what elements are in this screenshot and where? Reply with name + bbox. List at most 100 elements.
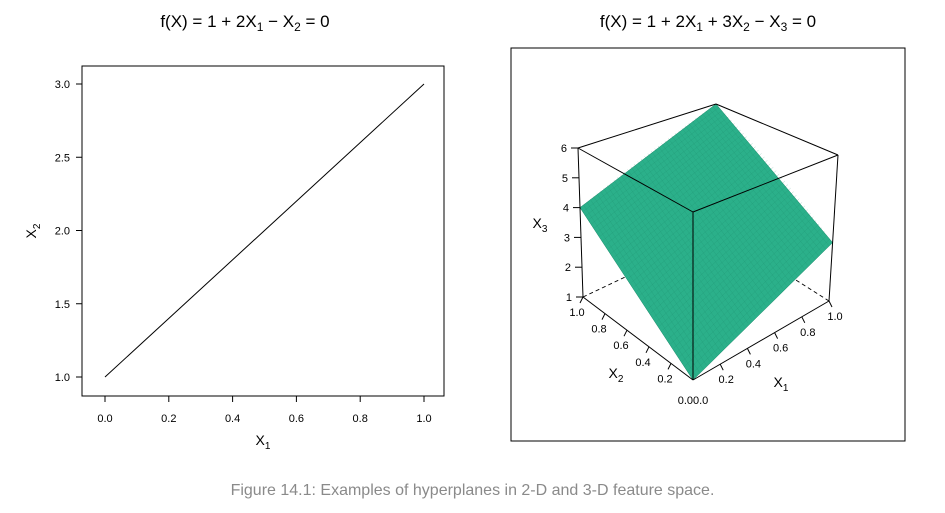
hyperplane-mesh-line <box>588 113 726 220</box>
hyperplane-mesh-line <box>662 202 803 331</box>
chart-2d-ytick-label: 2.5 <box>55 152 70 164</box>
hyperplane-mesh-line <box>628 160 768 279</box>
hyperplane-mesh-line <box>661 143 777 296</box>
chart-3d-x1-tick-label: 1.0 <box>827 311 842 323</box>
chart-3d-x1-tick-label: 0.8 <box>800 327 815 339</box>
hyperplane-mesh-line <box>668 138 784 289</box>
hyperplane-mesh-line <box>627 169 742 331</box>
chart-2d-ytick-label: 2.0 <box>55 226 70 238</box>
hyperplane-mesh-line <box>692 120 808 266</box>
chart-3d-x1-tick <box>801 316 806 324</box>
chart-3d-x3-tick-label: 3 <box>564 232 570 244</box>
hyperplane-mesh-line <box>640 158 756 317</box>
chart-3d-x2-tick <box>645 346 650 354</box>
chart-3d-x1-tick <box>774 332 779 339</box>
hyperplane-mesh-line <box>644 156 759 313</box>
hyperplane-mesh-line <box>593 196 707 366</box>
hyperplane-mesh-line <box>651 151 766 306</box>
hyperplane-mesh-line <box>630 166 745 327</box>
hyperplane-mesh-line <box>648 184 788 309</box>
hyperplane-mesh-line <box>688 123 805 269</box>
hyperplane-mesh-line <box>705 111 823 253</box>
chart-3d-x3-tick-label: 4 <box>563 203 569 215</box>
chart-3d-x2-tick <box>623 329 628 337</box>
hyperplane-mesh-line <box>637 161 752 320</box>
hyperplane-mesh-line <box>625 156 765 274</box>
chart-2d: f(X) = 1 + 2X1 − X2 = 0 0.0 0.2 0.4 0.6 0.8 1… <box>23 12 445 452</box>
chart-3d-x3-tick-label: 2 <box>565 262 571 274</box>
figure-canvas: f(X) = 1 + 2X1 − X2 = 0 0.0 0.2 0.4 0.6 0.8 1… <box>23 12 906 452</box>
chart-2d-ytick-label: 1.5 <box>55 299 70 311</box>
hyperplane-mesh-line <box>654 148 770 303</box>
chart-3d-x2-tick <box>601 313 606 320</box>
chart-3d-x2-tick-label: 0.2 <box>657 373 672 385</box>
hyperplane-mesh-line <box>712 106 830 246</box>
chart-3d-box-edge <box>715 103 839 156</box>
hyperplane-mesh-line <box>676 220 817 353</box>
chart-2d-xtick-label: 0.2 <box>161 413 176 425</box>
hyperplane-mesh-line <box>674 133 791 283</box>
hyperplane-mesh-line <box>603 188 718 355</box>
hyperplane-mesh-line <box>715 103 833 243</box>
chart-3d: f(X) = 1 + 2X1 + 3X2 − X3 = 0 1 2 3 4 5 6 0.2 0… <box>510 12 906 442</box>
hyperplane-mesh-line <box>620 174 735 338</box>
hyperplane-mesh-line <box>664 140 780 293</box>
chart-3d-x1-tick <box>719 363 724 371</box>
hyperplane-mesh-line <box>656 195 797 322</box>
hyperplane-mesh-line <box>647 153 763 310</box>
hyperplane-mesh-line <box>681 227 822 362</box>
chart-3d-box-edge <box>577 103 717 149</box>
chart-3d-origin-label: 0.00.0 <box>678 395 709 407</box>
hyperplane-mesh-line <box>645 180 786 305</box>
hyperplane-mesh-line <box>623 171 738 334</box>
chart-3d-x3-tick-label: 1 <box>566 292 572 304</box>
chart-3d-x3-tick-label: 6 <box>561 143 567 155</box>
hyperplane-mesh-line <box>600 190 714 359</box>
hyperplane-mesh-line <box>678 130 794 279</box>
hyperplane-mesh-line <box>702 113 819 256</box>
chart-3d-box-edge <box>828 154 839 302</box>
chart-3d-x2-tick-label: 0.6 <box>613 340 628 352</box>
hyperplane-mesh-line <box>611 139 750 253</box>
chart-3d-x1-tick-label: 0.6 <box>773 343 788 355</box>
hyperplane-line <box>104 83 425 378</box>
chart-3d-box-edge <box>692 154 839 213</box>
chart-2d-xtick-label: 1.0 <box>416 413 431 425</box>
hyperplane-mesh-line <box>606 185 721 352</box>
hyperplane-mesh-line <box>642 177 783 300</box>
chart-3d-x1-tick <box>746 348 751 355</box>
chart-3d-x1-tick-label: 0.2 <box>719 374 734 386</box>
hyperplane-mesh-line <box>631 163 771 283</box>
hyperplane-mesh-line <box>585 110 723 216</box>
hyperplane-mesh-line <box>665 205 806 335</box>
hyperplane-mesh-line <box>651 187 791 313</box>
hyperplane-mesh-line <box>709 108 826 250</box>
hyperplane-mesh-line <box>583 204 697 377</box>
chart-3d-x2-tick <box>667 363 672 370</box>
hyperplane-mesh-line <box>620 149 759 266</box>
hyperplane-mesh-line <box>596 193 711 362</box>
chart-3d-box-edge <box>577 147 694 213</box>
chart-2d-xlabel: X1 <box>256 432 271 452</box>
hyperplane-mesh-line <box>602 129 741 241</box>
hyperplane-mesh-line <box>639 173 780 296</box>
chart-3d-x1-label: X1 <box>774 374 789 394</box>
hyperplane-mesh-line <box>670 213 811 344</box>
hyperplane-mesh-line <box>586 201 700 373</box>
chart-3d-outer-frame <box>510 47 906 442</box>
hyperplane-mesh-line <box>690 238 830 376</box>
hyperplane-mesh-line <box>579 207 694 381</box>
hyperplane-mesh-line <box>582 107 720 212</box>
hyperplane-mesh-line <box>657 145 773 299</box>
chart-3d-title: f(X) = 1 + 2X1 + 3X2 − X3 = 0 <box>600 12 816 34</box>
hyperplane-mesh-line <box>608 136 747 249</box>
chart-3d-x3-tick-label: 5 <box>562 173 568 185</box>
hyperplane-mesh-line <box>637 170 777 292</box>
chart-3d-box-edge <box>692 300 830 381</box>
hyperplane-mesh-line <box>692 242 833 381</box>
hyperplane-mesh-line <box>679 223 819 358</box>
hyperplane-mesh-line <box>590 199 704 370</box>
chart-3d-box-edge <box>582 296 694 381</box>
hyperplane-mesh-line <box>695 118 812 263</box>
figure-caption: Figure 14.1: Examples of hyperplanes in … <box>230 482 715 499</box>
